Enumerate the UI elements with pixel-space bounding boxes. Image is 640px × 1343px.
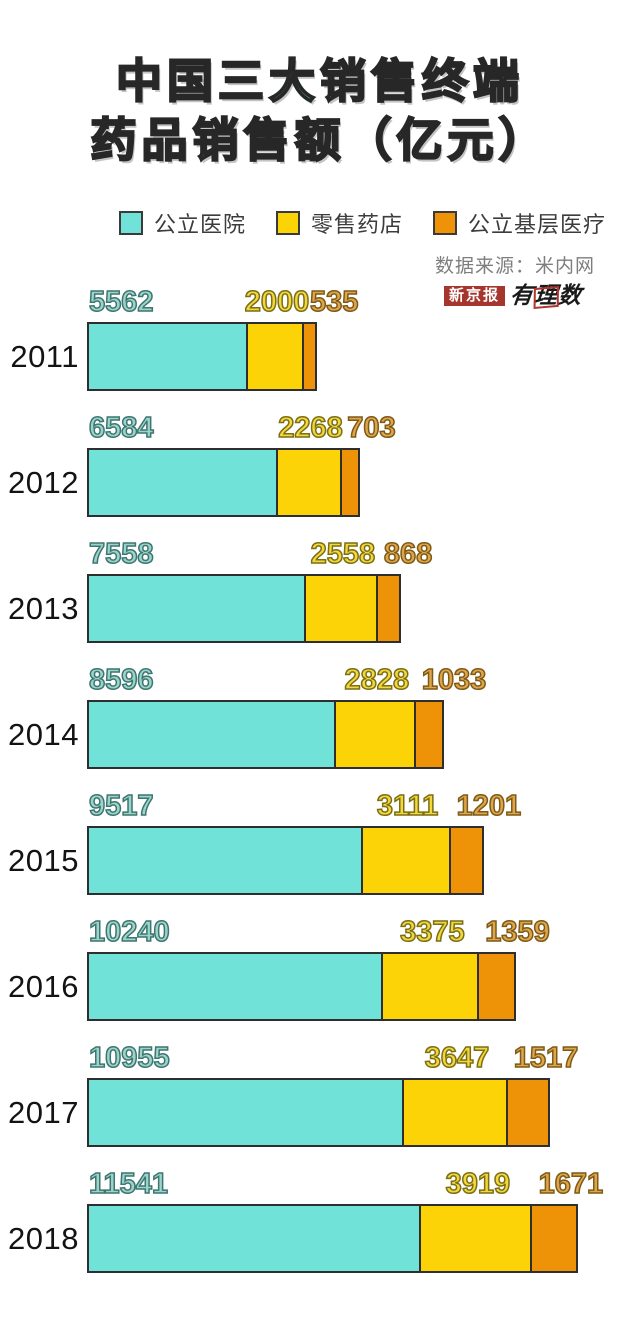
bar-segment-1 <box>87 826 363 895</box>
value-label-series-1: 11541 <box>88 1168 169 1200</box>
bar-segment-1 <box>87 322 248 391</box>
stacked-bar-2015 <box>87 826 484 895</box>
value-label-series-1: 7558 <box>88 538 154 570</box>
legend-label: 公立医院 <box>154 212 247 237</box>
bar-segment-2 <box>361 826 451 895</box>
value-label-series-2: 3919 <box>445 1168 511 1200</box>
bar-segment-2 <box>381 952 479 1021</box>
legend-swatch-orange <box>433 211 458 235</box>
data-source-note: 数据来源：米内网 <box>435 256 596 277</box>
stacked-bar-2014 <box>87 700 444 769</box>
legend-item-public-hospital: 公立医院 <box>119 207 246 239</box>
value-label-series-3: 1033 <box>421 664 487 696</box>
year-label: 2015 <box>8 843 79 878</box>
year-label: 2012 <box>8 465 79 500</box>
stacked-bar-2013 <box>87 574 401 643</box>
value-label-series-1: 10240 <box>88 916 170 948</box>
bar-segment-3 <box>530 1204 578 1273</box>
bar-segment-1 <box>87 1078 404 1147</box>
year-label: 2017 <box>8 1095 79 1130</box>
bar-segment-2 <box>246 322 304 391</box>
value-label-series-1: 6584 <box>88 412 154 444</box>
bar-segment-2 <box>334 700 416 769</box>
bar-segment-3 <box>506 1078 550 1147</box>
value-label-series-2: 2828 <box>344 664 410 696</box>
bar-segment-1 <box>87 448 278 517</box>
value-label-series-3: 868 <box>383 538 433 570</box>
bar-segment-2 <box>276 448 342 517</box>
value-label-series-3: 535 <box>309 286 359 318</box>
legend-swatch-yellow <box>276 211 301 235</box>
legend-swatch-cyan <box>119 211 143 235</box>
value-label-series-1: 9517 <box>88 790 154 822</box>
year-label: 2013 <box>8 591 79 626</box>
chart-title: 中国三大销售终端 药品销售额（亿元） <box>0 52 640 170</box>
bar-segment-3 <box>414 700 444 769</box>
value-label-series-2: 2558 <box>310 538 376 570</box>
value-label-series-1: 10955 <box>88 1042 170 1074</box>
bar-segment-1 <box>87 574 306 643</box>
bar-segment-3 <box>340 448 360 517</box>
value-label-series-3: 703 <box>347 412 397 444</box>
bar-segment-2 <box>419 1204 532 1273</box>
year-label: 2016 <box>8 969 79 1004</box>
legend-item-primary-care: 公立基层医疗 <box>433 207 606 239</box>
bar-segment-3 <box>477 952 516 1021</box>
value-label-series-3: 1517 <box>513 1042 579 1074</box>
chart-title-line1: 中国三大销售终端 <box>115 54 524 108</box>
year-label: 2018 <box>8 1221 79 1256</box>
chart-title-line2: 药品销售额（亿元） <box>89 113 550 167</box>
publisher-logo: 新京报 有理数 <box>444 282 583 308</box>
value-label-series-2: 2268 <box>277 412 343 444</box>
value-label-series-2: 3111 <box>376 790 439 822</box>
value-label-series-3: 1359 <box>484 916 550 948</box>
value-label-series-2: 3647 <box>424 1042 490 1074</box>
bar-segment-1 <box>87 1204 421 1273</box>
logo-brand-badge: 新京报 <box>444 285 506 306</box>
bar-segment-2 <box>402 1078 508 1147</box>
value-label-series-1: 5562 <box>88 286 154 318</box>
stacked-bar-2016 <box>87 952 516 1021</box>
value-label-series-1: 8596 <box>88 664 154 696</box>
stacked-bar-2011 <box>87 322 317 391</box>
legend-label: 零售药店 <box>311 212 404 237</box>
legend-label: 公立基层医疗 <box>468 212 607 237</box>
year-label: 2014 <box>8 717 79 752</box>
bar-segment-3 <box>449 826 484 895</box>
value-label-series-2: 3375 <box>399 916 465 948</box>
stacked-bar-2012 <box>87 448 360 517</box>
legend: 公立医院 零售药店 公立基层医疗 <box>119 207 606 239</box>
bar-segment-3 <box>302 322 317 391</box>
stacked-bar-2017 <box>87 1078 550 1147</box>
value-label-series-2: 2000 <box>244 286 310 318</box>
year-label: 2011 <box>10 339 79 374</box>
bar-segment-2 <box>304 574 378 643</box>
bar-segment-3 <box>376 574 401 643</box>
legend-item-retail-pharmacy: 零售药店 <box>276 207 403 239</box>
bar-segment-1 <box>87 700 336 769</box>
value-label-series-3: 1671 <box>538 1168 604 1200</box>
value-label-series-3: 1201 <box>456 790 522 822</box>
bar-segment-1 <box>87 952 383 1021</box>
stacked-bar-2018 <box>87 1204 578 1273</box>
